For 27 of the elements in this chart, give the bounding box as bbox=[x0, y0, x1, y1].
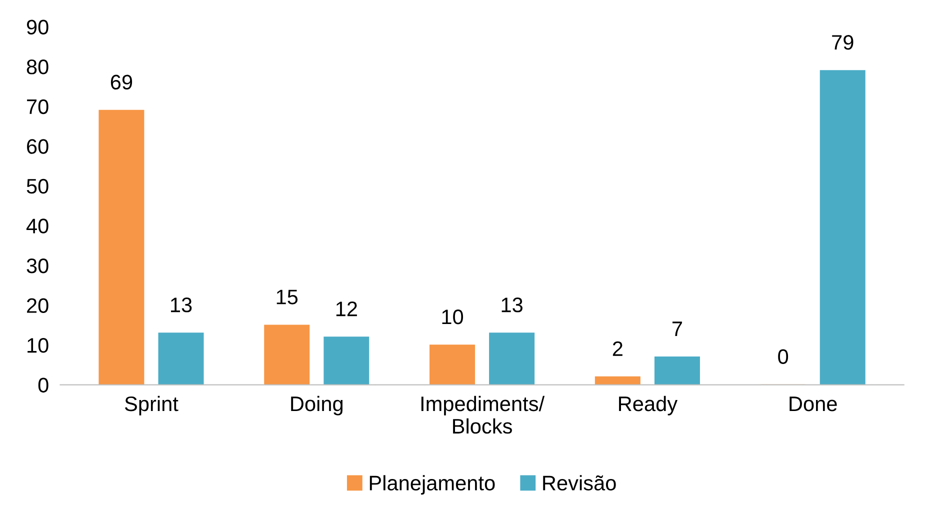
x-tick-label: Ready bbox=[619, 396, 678, 416]
data-label: 10 bbox=[442, 309, 464, 324]
y-tick-label: 60 bbox=[27, 139, 48, 154]
y-tick-label: 20 bbox=[27, 298, 48, 313]
data-label: 12 bbox=[336, 302, 357, 316]
x-tick-label: Impediments/ Blocks bbox=[421, 396, 545, 434]
x-tick-label: Sprint bbox=[124, 396, 178, 416]
y-tick-label: 80 bbox=[26, 60, 48, 74]
y-tick-label: 30 bbox=[26, 258, 48, 274]
y-tick-label: 10 bbox=[28, 338, 48, 353]
legend-label: Revisão bbox=[543, 475, 616, 490]
y-tick-label: 90 bbox=[26, 20, 48, 35]
data-label: 7 bbox=[672, 322, 682, 336]
y-tick-label: 50 bbox=[26, 178, 48, 194]
x-tick-label: Done bbox=[790, 396, 837, 412]
data-label: 13 bbox=[171, 298, 192, 312]
y-tick-label: 40 bbox=[26, 218, 48, 234]
data-label: 0 bbox=[778, 349, 788, 364]
data-label: 13 bbox=[502, 298, 522, 312]
y-tick-label: 70 bbox=[27, 99, 48, 114]
y-tick-label: 0 bbox=[38, 378, 48, 393]
data-label: 2 bbox=[612, 341, 622, 356]
data-label: 15 bbox=[276, 290, 298, 304]
data-label: 69 bbox=[110, 74, 132, 90]
legend-label: Planejamento bbox=[370, 475, 495, 495]
x-tick-label: Doing bbox=[291, 396, 343, 416]
data-label: 79 bbox=[832, 34, 854, 50]
